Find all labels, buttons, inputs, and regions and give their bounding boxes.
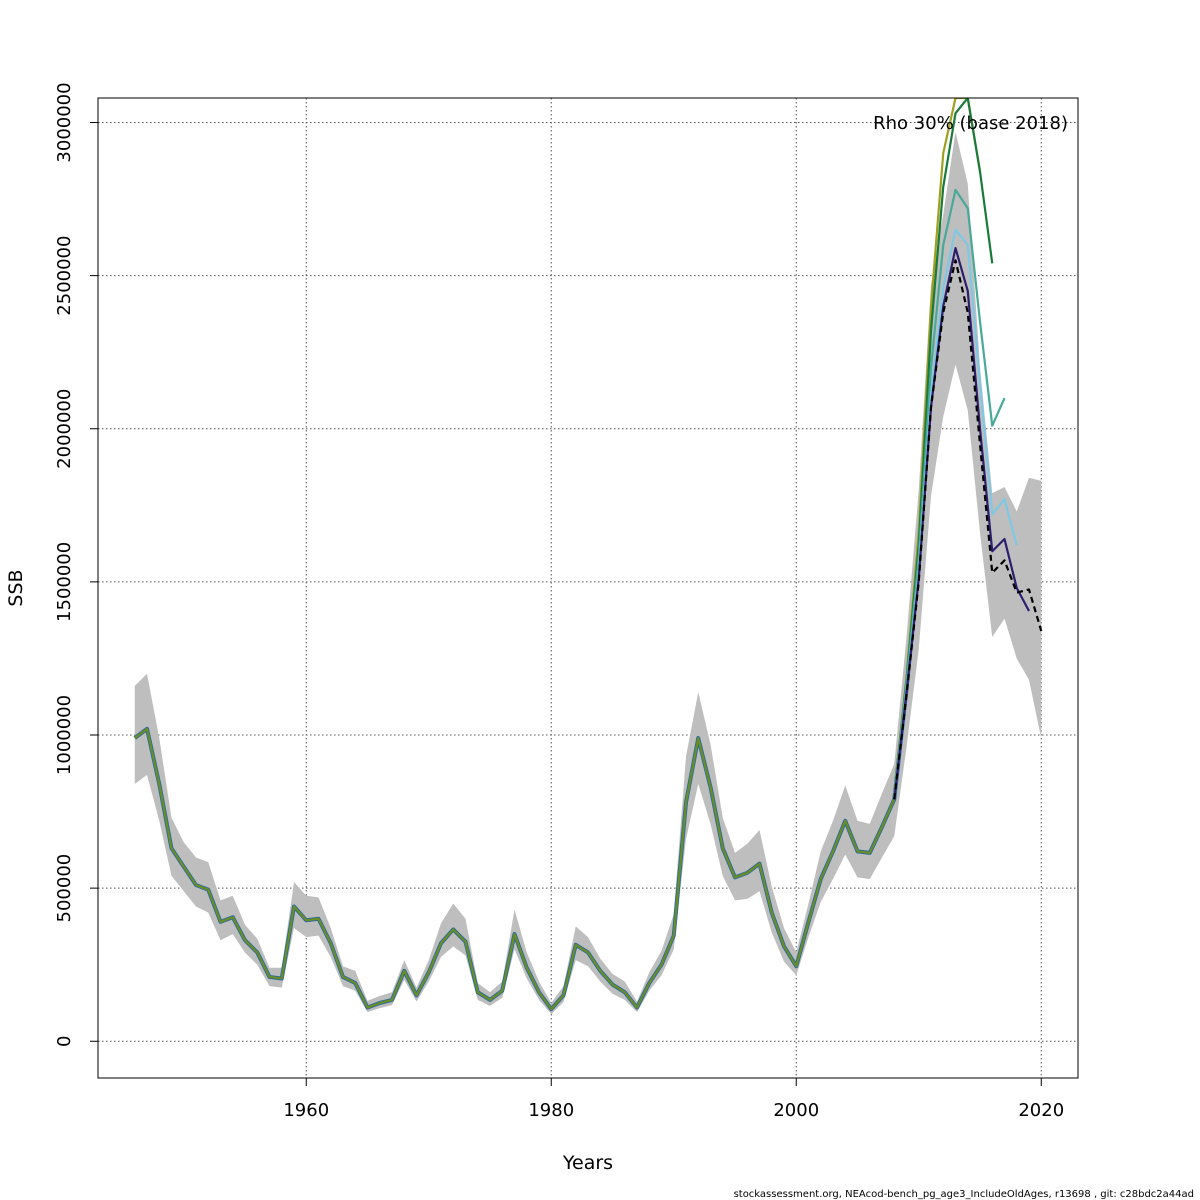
x-axis-title: Years bbox=[562, 1152, 613, 1174]
footer-credit: stockassessment.org, NEAcod-bench_pg_age… bbox=[734, 1189, 1194, 1200]
x-tick-label: 2000 bbox=[773, 1100, 819, 1121]
y-tick-label: 0 bbox=[54, 1036, 75, 1047]
y-tick-label: 3000000 bbox=[54, 82, 75, 162]
y-tick-label: 2000000 bbox=[54, 389, 75, 469]
confidence-band-layer bbox=[134, 131, 1042, 1015]
x-tick-label: 1960 bbox=[283, 1100, 329, 1121]
y-tick-label: 2500000 bbox=[54, 236, 75, 316]
historic-line bbox=[134, 566, 920, 1011]
x-axis: 1960 1980 2000 2020 bbox=[283, 1078, 1064, 1121]
confidence-band bbox=[134, 131, 1042, 1015]
y-axis: 0 500000 1000000 1500000 2000000 2500000 30000… bbox=[54, 82, 98, 1047]
series-lines-layer bbox=[133, 98, 1043, 1012]
y-tick-label: 500000 bbox=[54, 854, 75, 923]
y-tick-label: 1000000 bbox=[54, 695, 75, 775]
x-tick-label: 1980 bbox=[528, 1100, 574, 1121]
y-axis-title: SSB bbox=[5, 569, 27, 606]
plot-frame bbox=[97, 97, 1079, 1079]
retro-annotation: Rho 30% (base 2018) bbox=[873, 113, 1068, 134]
x-tick-label: 2020 bbox=[1018, 1100, 1064, 1121]
y-tick-label: 1500000 bbox=[54, 542, 75, 622]
retro-line-peel3 bbox=[893, 188, 1006, 797]
